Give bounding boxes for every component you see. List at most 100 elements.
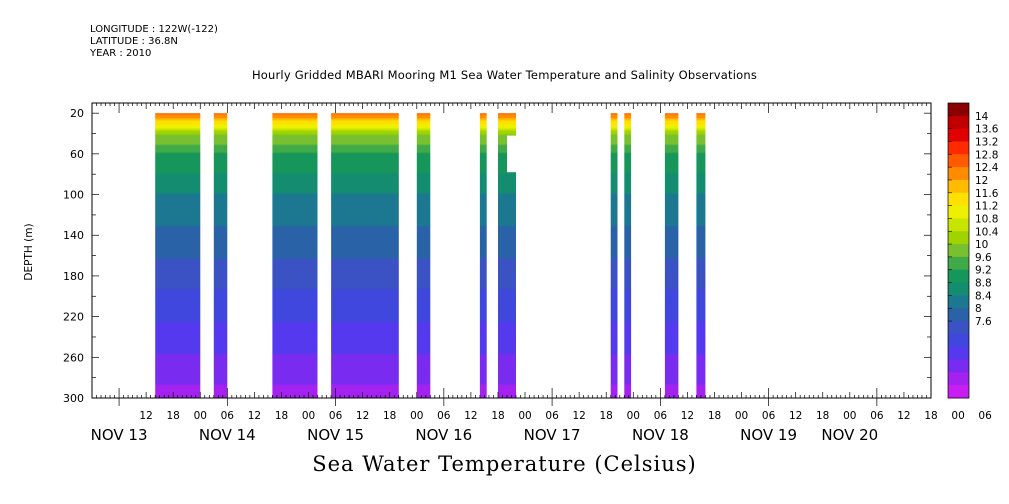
x-hour-label: 00 <box>627 410 640 422</box>
x-hour-labels: 12 18 00 06 12 18 00 06 12 18 00 06 12 18 00 06 12 18 00 06… <box>139 410 992 422</box>
colorbar-swatch <box>948 205 969 219</box>
x-hour-label: 12 <box>464 410 477 422</box>
colorbar-swatch <box>948 103 969 117</box>
x-hour-label: 12 <box>356 410 369 422</box>
y-tick-label: 100 <box>63 189 84 202</box>
x-hour-label: 06 <box>437 410 451 422</box>
colorbar-swatch <box>948 179 969 194</box>
data-block <box>696 113 706 398</box>
x-day-labels: NOV 13 NOV 14 NOV 15 NOV 16 NOV 17 NOV 18 NOV … <box>91 426 879 444</box>
year-label: YEAR : 2010 <box>90 48 152 59</box>
colorbar-swatch <box>948 333 969 348</box>
colorbar-swatch <box>948 231 969 245</box>
x-day-label: NOV 18 <box>632 426 689 444</box>
colorbar-swatch <box>948 372 969 386</box>
x-hour-label: 18 <box>600 410 613 422</box>
x-hour-label: 00 <box>518 410 531 422</box>
x-hour-label: 18 <box>275 410 288 422</box>
x-hour-label: 06 <box>978 410 992 422</box>
colorbar-swatch <box>948 154 969 168</box>
axis-ticks <box>91 103 932 406</box>
colorbar-label: 8.4 <box>975 290 992 302</box>
x-day-label: NOV 17 <box>524 426 581 444</box>
x-day-label: NOV 20 <box>821 426 878 444</box>
colorbar-label: 11.2 <box>975 201 998 213</box>
colorbar-label: 7.6 <box>975 316 992 328</box>
x-day-label: NOV 16 <box>415 426 472 444</box>
chart-title: Hourly Gridded MBARI Mooring M1 Sea Wate… <box>251 68 758 82</box>
x-day-label: NOV 15 <box>307 426 364 444</box>
y-tick-label: 300 <box>63 392 84 405</box>
colorbar-label: 14 <box>975 111 989 123</box>
colorbar-swatch <box>948 141 969 155</box>
x-hour-label: 00 <box>302 410 315 422</box>
x-axis-caption: Sea Water Temperature (Celsius) <box>312 452 697 476</box>
x-hour-label: 12 <box>681 410 694 422</box>
x-hour-label: 12 <box>897 410 910 422</box>
x-hour-label: 00 <box>194 410 207 422</box>
colorbar-label: 10.8 <box>975 213 998 225</box>
x-hour-label: 12 <box>248 410 261 422</box>
x-day-label: NOV 14 <box>199 426 256 444</box>
data-block <box>624 113 632 398</box>
colorbar-label: 8.8 <box>975 278 992 290</box>
colorbar-label: 8 <box>975 303 982 315</box>
colorbar: 1413.613.212.812.41211.611.210.810.4109.… <box>947 102 999 399</box>
x-day-label: NOV 13 <box>91 426 148 444</box>
colorbar-swatch <box>948 346 969 361</box>
y-tick-label: 220 <box>63 311 84 324</box>
x-hour-label: 06 <box>654 410 668 422</box>
colorbar-label: 12 <box>975 175 988 187</box>
data-block <box>479 113 487 398</box>
colorbar-label: 12.8 <box>975 149 998 161</box>
x-hour-label: 12 <box>789 410 802 422</box>
colorbar-swatch <box>948 167 969 181</box>
x-hour-label: 18 <box>924 410 937 422</box>
colorbar-swatch <box>948 282 969 296</box>
data-block <box>272 113 318 398</box>
x-hour-label: 00 <box>951 410 964 422</box>
colorbar-label: 10 <box>975 239 988 251</box>
x-hour-label: 06 <box>762 410 776 422</box>
colorbar-swatch <box>948 218 969 232</box>
x-hour-label: 06 <box>329 410 343 422</box>
colorbar-label: 13.2 <box>975 136 998 148</box>
x-hour-label: 00 <box>843 410 856 422</box>
x-hour-label: 18 <box>708 410 721 422</box>
data-block <box>498 113 516 398</box>
colorbar-label: 12.4 <box>975 162 999 174</box>
data-block <box>155 113 201 398</box>
colorbar-swatch <box>948 256 969 271</box>
x-hour-label: 12 <box>139 410 152 422</box>
data-gaps <box>507 135 517 173</box>
data-gap <box>507 135 517 173</box>
data-block <box>610 113 618 398</box>
y-tick-label: 60 <box>70 148 84 161</box>
colorbar-swatch <box>948 115 969 130</box>
data-block <box>213 113 228 398</box>
data-blocks <box>155 113 706 398</box>
colorbar-swatch <box>948 385 969 399</box>
x-hour-label: 06 <box>545 410 559 422</box>
x-hour-label: 06 <box>221 410 235 422</box>
x-hour-label: 12 <box>573 410 586 422</box>
colorbar-label: 9.2 <box>975 265 992 277</box>
data-block <box>664 113 679 398</box>
colorbar-label: 10.4 <box>975 226 999 238</box>
x-hour-label: 18 <box>383 410 396 422</box>
data-block <box>416 113 431 398</box>
colorbar-swatch <box>948 359 969 373</box>
colorbar-swatch <box>948 321 969 335</box>
y-tick-labels: 20 60 100 140 180 220 260 300 <box>63 107 84 405</box>
y-tick-label: 140 <box>63 229 84 242</box>
data-block <box>331 113 399 398</box>
x-hour-label: 06 <box>870 410 884 422</box>
colorbar-swatch <box>948 244 969 258</box>
colorbar-label: 11.6 <box>975 188 999 200</box>
longitude-label: LONGITUDE : 122W(-122) <box>90 24 218 35</box>
x-hour-label: 18 <box>491 410 504 422</box>
colorbar-swatch <box>948 295 969 309</box>
colorbar-swatch <box>948 192 969 207</box>
colorbar-swatch <box>948 308 969 322</box>
y-tick-label: 180 <box>63 270 84 283</box>
